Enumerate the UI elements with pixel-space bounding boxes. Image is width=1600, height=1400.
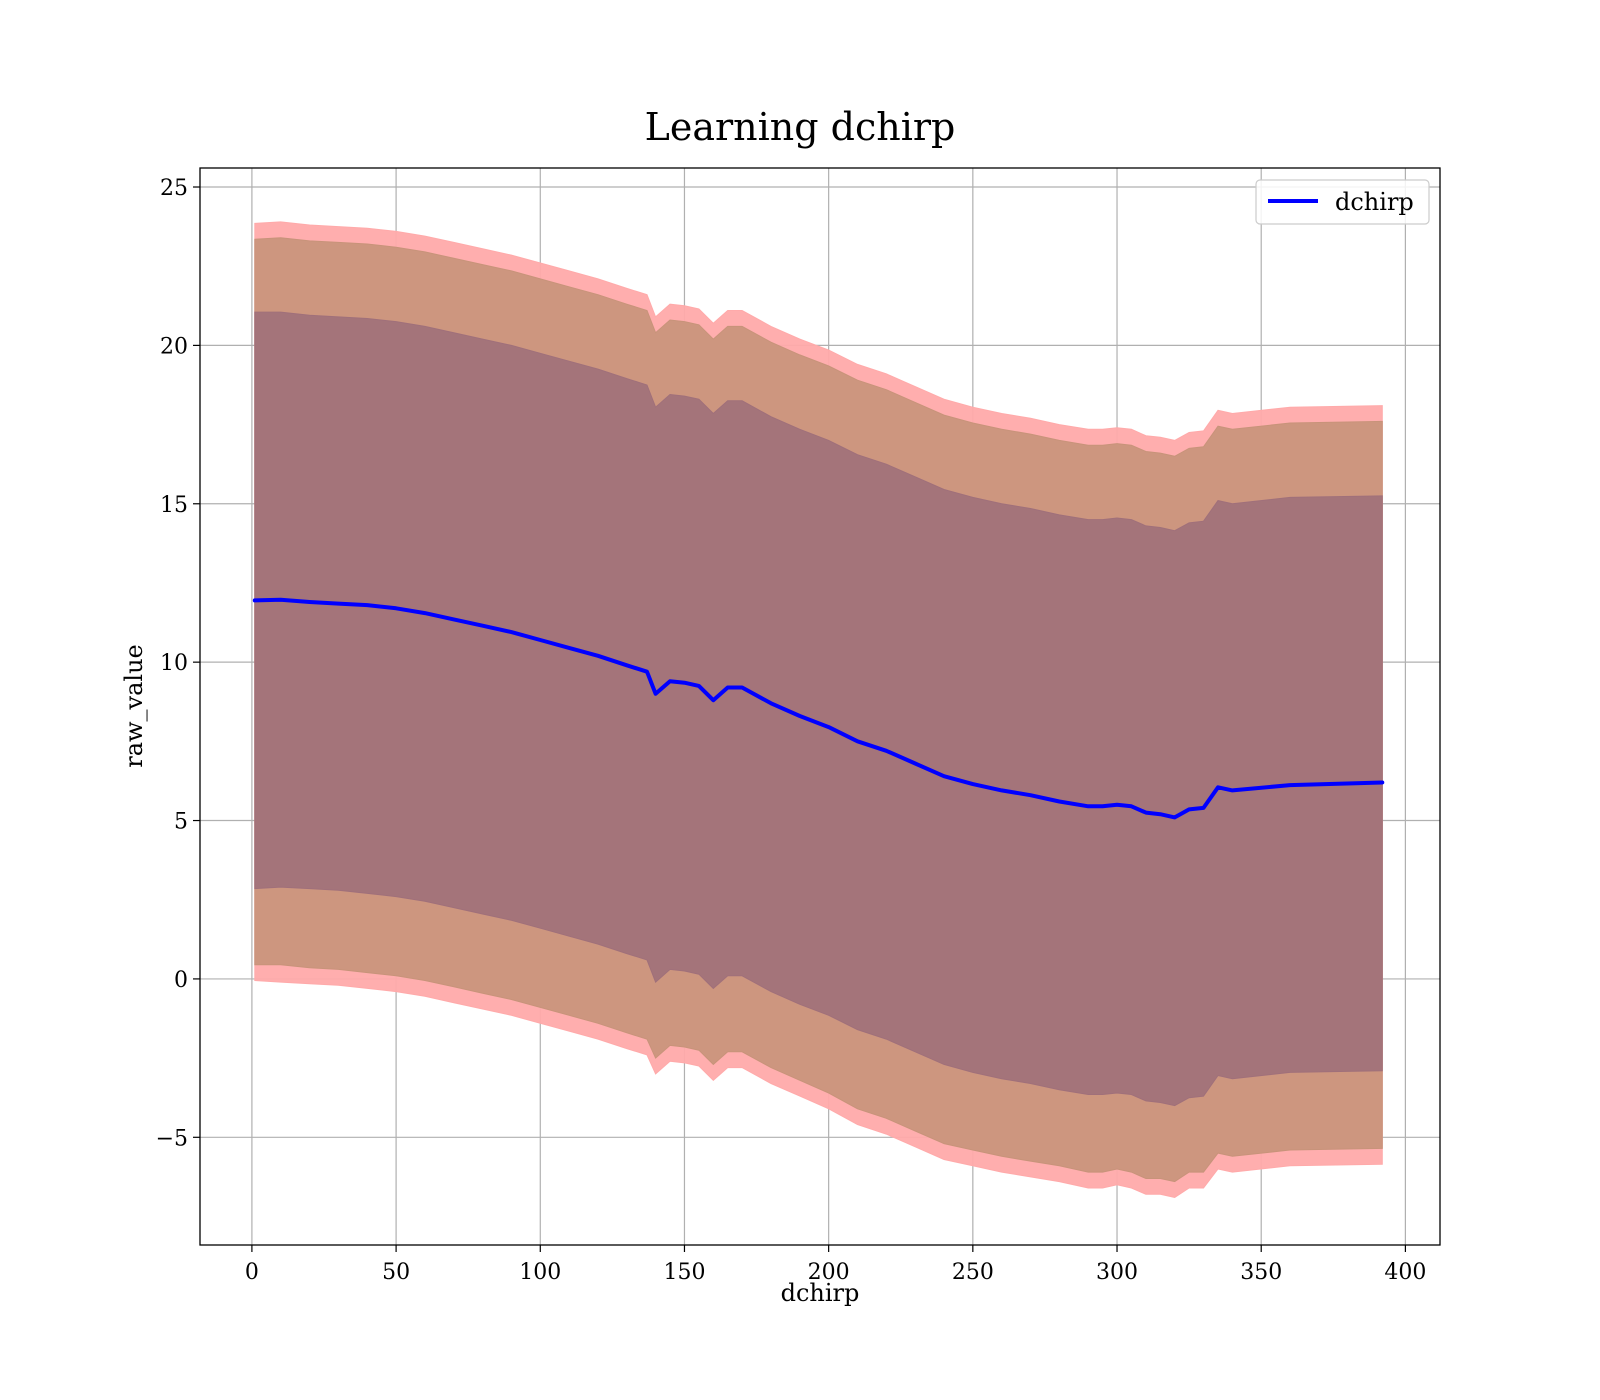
y-tick-label: 15 [160,493,188,518]
plot-area-frame [199,167,1441,1246]
x-axis-ticks: 0 50 100 150 200 250 300 350 400 [245,1245,1426,1285]
confidence-bands [254,221,1383,1199]
x-tick-label: 300 [1096,1260,1138,1285]
x-tick-label: 200 [808,1260,850,1285]
x-axis-label: dchirp [781,1279,860,1307]
y-tick-label: 5 [174,810,188,835]
y-tick-label: 20 [160,334,188,359]
y-axis-ticks: −5 0 5 10 15 20 25 [156,176,200,1151]
x-tick-label: 100 [519,1260,561,1285]
x-tick-label: 400 [1384,1260,1426,1285]
legend: dchirp [1255,179,1430,225]
legend-box [1255,179,1430,225]
chart-title: Learning dchirp [645,105,956,149]
y-axis-label: raw_value [120,644,148,768]
y-tick-label: 10 [160,651,188,676]
legend-entry-label: dchirp [1335,188,1414,216]
y-tick-label: −5 [156,1126,188,1151]
inner-band [254,311,1383,1107]
x-tick-label: 150 [663,1260,705,1285]
series-lines [252,597,1385,820]
x-tick-label: 250 [952,1260,994,1285]
x-tick-label: 350 [1240,1260,1282,1285]
y-tick-label: 0 [174,968,188,993]
x-tick-label: 0 [245,1260,259,1285]
y-tick-label: 25 [160,176,188,201]
series-line-dchirp [252,597,1385,820]
x-tick-label: 50 [382,1260,410,1285]
